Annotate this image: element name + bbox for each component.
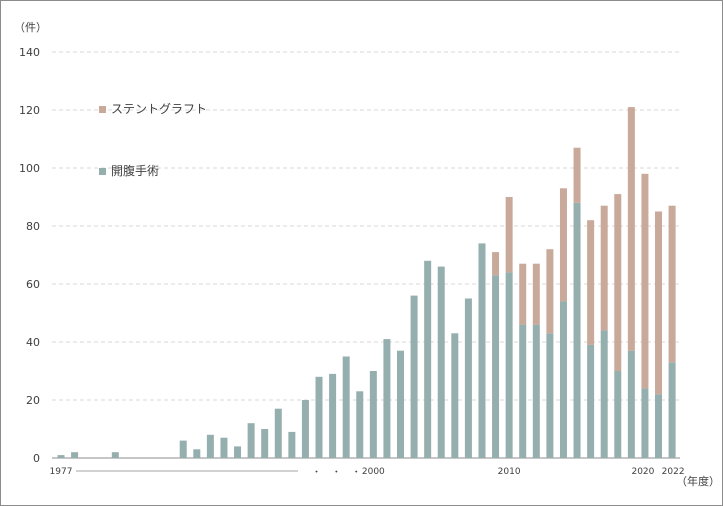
bar-open-surgery-2013 — [546, 333, 554, 458]
bar-stent-graft-2022 — [668, 205, 676, 363]
legend-stent-graft-swatch — [99, 106, 106, 113]
bar-open-surgery-2021 — [655, 394, 663, 458]
y-tick-label: 80 — [26, 220, 40, 233]
bar-open-surgery-2018 — [614, 371, 622, 458]
bar-open-surgery-2014 — [559, 301, 567, 458]
y-tick-label: 40 — [26, 336, 40, 349]
bars — [57, 107, 676, 458]
bar-open-surgery-2004 — [424, 260, 432, 458]
bar-open-surgery-1988 — [206, 434, 214, 458]
bar-open-surgery-2012 — [532, 324, 540, 458]
y-tick-label: 140 — [19, 46, 40, 59]
bar-open-surgery-1996 — [315, 376, 323, 458]
bar-stent-graft-2011 — [519, 263, 527, 325]
bar-open-surgery-2008 — [478, 243, 486, 458]
legend-stent-graft-label: ステントグラフト — [111, 102, 207, 116]
y-tick-label: 0 — [33, 452, 40, 465]
bar-open-surgery-1990 — [234, 446, 242, 458]
x-tick-label-2022: 2022 — [662, 467, 685, 477]
bar-open-surgery-2005 — [437, 266, 445, 458]
bar-stent-graft-2014 — [559, 188, 567, 302]
bar-stent-graft-2015 — [573, 147, 581, 203]
bar-open-surgery-2017 — [600, 330, 608, 458]
bar-open-surgery-2006 — [451, 333, 459, 458]
bar-open-surgery-1991 — [247, 423, 255, 458]
bar-open-surgery-2016 — [587, 344, 595, 458]
y-tick-labels: 0 20 40 60 80 100 120 140 — [19, 46, 40, 465]
bar-open-surgery-1978 — [71, 452, 79, 458]
bar-open-surgery-2019 — [627, 350, 635, 458]
y-tick-label: 60 — [26, 278, 40, 291]
bar-open-surgery-1989 — [220, 437, 228, 458]
bar-open-surgery-1986 — [179, 440, 187, 458]
bar-open-surgery-2007 — [464, 298, 472, 458]
bar-stent-graft-2017 — [600, 205, 608, 331]
bar-open-surgery-2000 — [369, 371, 377, 458]
y-axis-unit-label: （件） — [14, 21, 47, 34]
bar-open-surgery-1992 — [261, 429, 269, 458]
legend-open-surgery-swatch — [99, 168, 106, 175]
bar-open-surgery-1997 — [329, 373, 337, 458]
x-axis-break: ・ ・ ・ — [76, 468, 365, 478]
bar-open-surgery-2009 — [492, 275, 500, 458]
bar-stent-graft-2010 — [505, 197, 513, 273]
bar-open-surgery-2003 — [410, 295, 418, 458]
bar-open-surgery-1993 — [274, 408, 282, 458]
bar-open-surgery-1999 — [356, 391, 364, 458]
y-tick-label: 120 — [19, 104, 40, 117]
bar-open-surgery-2022 — [668, 362, 676, 458]
bar-stent-graft-2012 — [532, 263, 540, 325]
bar-open-surgery-1981 — [111, 452, 119, 458]
bar-stent-graft-2020 — [641, 173, 649, 389]
bar-open-surgery-1994 — [288, 431, 296, 458]
y-tick-label: 100 — [19, 162, 40, 175]
bar-open-surgery-2001 — [383, 339, 391, 458]
bar-open-surgery-1987 — [193, 449, 201, 458]
bar-stent-graft-2021 — [655, 211, 663, 395]
bar-stent-graft-2013 — [546, 249, 554, 334]
bar-open-surgery-2002 — [397, 350, 404, 458]
bar-stent-graft-2019 — [627, 107, 635, 351]
bar-open-surgery-2010 — [505, 272, 513, 458]
bar-stent-graft-2016 — [587, 220, 595, 345]
bar-stent-graft-2009 — [492, 252, 500, 276]
bar-open-surgery-2011 — [519, 324, 527, 458]
bar-open-surgery-1977 — [57, 455, 65, 458]
axis-break-dots: ・ ・ ・ — [312, 468, 365, 478]
bar-stent-graft-2018 — [614, 194, 622, 371]
x-tick-label-2000: 2000 — [362, 467, 385, 477]
bar-open-surgery-1998 — [342, 356, 350, 458]
y-tick-label: 20 — [26, 394, 40, 407]
x-tick-label-2020: 2020 — [631, 467, 654, 477]
x-tick-label-2010: 2010 — [498, 467, 521, 477]
bar-open-surgery-1995 — [301, 400, 309, 458]
x-tick-label-1977: 1977 — [50, 467, 73, 477]
x-axis-unit-label: （年度） — [676, 474, 720, 488]
x-tick-labels: 1977 2000 2010 2020 2022 — [50, 467, 685, 477]
bar-open-surgery-2015 — [573, 202, 581, 458]
legend-open-surgery-label: 開腹手術 — [111, 164, 159, 178]
bar-open-surgery-2020 — [641, 388, 649, 458]
